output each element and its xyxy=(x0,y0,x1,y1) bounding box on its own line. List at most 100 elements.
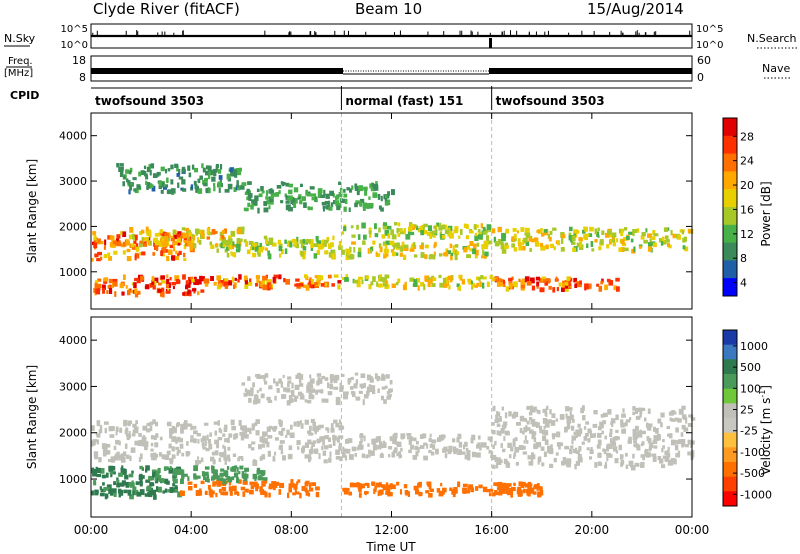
heatmap-cell xyxy=(560,414,564,420)
heatmap-cell xyxy=(224,459,227,465)
heatmap-cell xyxy=(419,434,424,440)
heatmap-cell xyxy=(466,254,472,259)
heatmap-cell xyxy=(241,226,245,232)
heatmap-cell xyxy=(152,284,156,290)
heatmap-cell xyxy=(358,247,362,253)
heatmap-cell xyxy=(154,240,159,246)
heatmap-cell xyxy=(119,283,124,289)
heatmap-cell xyxy=(401,241,405,246)
heatmap-cell xyxy=(228,245,232,250)
heatmap-cell xyxy=(278,243,283,248)
heatmap-cell xyxy=(443,447,448,452)
heatmap-cell xyxy=(413,242,416,248)
heatmap-cell xyxy=(545,244,549,250)
heatmap-cell xyxy=(294,384,300,391)
heatmap-cell xyxy=(301,196,306,201)
colorbar-frame xyxy=(722,117,738,297)
heatmap-cell xyxy=(605,232,610,238)
heatmap-cell xyxy=(646,452,652,458)
heatmap-cell xyxy=(268,205,271,210)
heatmap-cell xyxy=(505,490,510,495)
heatmap-cell xyxy=(561,460,566,466)
nave-label: Nave xyxy=(762,62,790,75)
heatmap-cell xyxy=(217,169,222,174)
heatmap-cell xyxy=(625,464,629,469)
heatmap-cell xyxy=(321,239,326,246)
heatmap-cell xyxy=(464,441,468,446)
heatmap-cell xyxy=(481,244,484,250)
heatmap-cell xyxy=(529,484,532,491)
heatmap-cell xyxy=(318,389,323,393)
heatmap-cell xyxy=(547,234,551,239)
heatmap-cell xyxy=(467,245,471,250)
heatmap-cell xyxy=(270,284,274,288)
heatmap-cell xyxy=(377,194,381,200)
heatmap-cell xyxy=(423,230,428,235)
heatmap-cell xyxy=(604,284,608,291)
heatmap-cell xyxy=(214,450,219,455)
heatmap-cell xyxy=(407,231,411,237)
heatmap-cell xyxy=(308,239,314,245)
heatmap-cell xyxy=(453,229,459,234)
heatmap-cell xyxy=(556,287,559,292)
heatmap-cell xyxy=(224,438,229,443)
heatmap-cell xyxy=(361,279,364,285)
cpid-panel: CPID twofsound 3503 normal (fast) 151 twof… xyxy=(10,86,692,110)
heatmap-cell xyxy=(255,430,260,436)
heatmap-cell xyxy=(614,436,619,441)
heatmap-cell xyxy=(239,432,243,436)
heatmap-cell xyxy=(335,195,340,200)
heatmap-cell xyxy=(166,421,172,427)
heatmap-cell xyxy=(502,279,506,284)
heatmap-cell xyxy=(201,471,205,477)
heatmap-cell xyxy=(651,453,657,457)
heatmap-cell xyxy=(298,372,302,379)
heatmap-cell xyxy=(174,486,179,492)
heatmap-cell xyxy=(300,250,304,257)
heatmap-cell xyxy=(429,433,432,438)
heatmap-cell xyxy=(204,283,209,287)
heatmap-cell xyxy=(284,193,287,198)
heatmap-cell xyxy=(272,192,277,197)
heatmap-cell xyxy=(190,438,195,443)
heatmap-cell xyxy=(553,457,557,463)
heatmap-cell xyxy=(200,289,205,293)
heatmap-cell xyxy=(472,248,477,255)
heatmap-cell xyxy=(427,277,431,281)
heatmap-cell xyxy=(522,488,525,494)
heatmap-cell xyxy=(154,277,159,283)
heatmap-cell xyxy=(307,439,312,445)
heatmap-cell xyxy=(217,420,221,426)
heatmap-cell xyxy=(243,275,248,282)
colorbar-tick-label: 24 xyxy=(740,155,754,168)
heatmap-cell xyxy=(491,276,496,282)
heatmap-cell xyxy=(335,396,341,403)
heatmap-cell xyxy=(94,453,99,460)
heatmap-cell xyxy=(271,242,277,247)
heatmap-cell xyxy=(470,487,475,493)
heatmap-cell xyxy=(294,395,297,400)
heatmap-cell xyxy=(690,450,695,454)
heatmap-cell xyxy=(226,454,231,460)
heatmap-cell xyxy=(636,444,641,449)
heatmap-cell xyxy=(317,377,321,382)
heatmap-cell xyxy=(259,456,263,461)
heatmap-cell xyxy=(548,236,552,242)
heatmap-cell xyxy=(124,474,129,480)
heatmap-cell xyxy=(149,425,153,432)
heatmap-cell xyxy=(193,430,198,435)
heatmap-cell xyxy=(469,230,474,234)
heatmap-cell xyxy=(471,282,475,288)
colorbar-segment xyxy=(723,135,737,155)
heatmap-cell xyxy=(405,234,411,240)
heatmap-cell xyxy=(184,420,188,426)
heatmap-cell xyxy=(620,239,625,245)
heatmap-cell xyxy=(120,453,124,460)
heatmap-cell xyxy=(588,283,592,289)
heatmap-cell xyxy=(511,243,515,248)
heatmap-cell xyxy=(138,433,142,437)
heatmap-cell xyxy=(208,188,211,194)
heatmap-cell xyxy=(383,222,388,226)
heatmap-cell xyxy=(452,248,455,254)
heatmap-cell xyxy=(496,281,501,287)
